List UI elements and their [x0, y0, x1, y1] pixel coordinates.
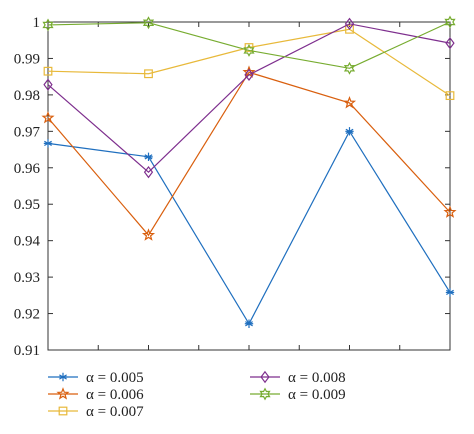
y-tick-label: 0.97 — [14, 124, 41, 140]
y-tick-label: 0.92 — [14, 307, 40, 323]
data-point — [144, 69, 153, 79]
y-tick-label: 0.98 — [14, 88, 40, 104]
legend-label: α = 0.007 — [86, 404, 144, 420]
y-tick-label: 1 — [33, 15, 41, 31]
y-tick-label: 0.94 — [14, 234, 41, 250]
series-group — [41, 15, 457, 328]
y-tick-label: 0.96 — [14, 161, 41, 177]
series-line — [47, 21, 451, 69]
legend-item: α = 0.009 — [250, 387, 346, 403]
data-point — [345, 127, 354, 136]
data-point — [143, 165, 154, 179]
legend-label: α = 0.006 — [86, 387, 144, 403]
data-point — [144, 152, 153, 162]
data-point — [244, 68, 254, 82]
legend-label: α = 0.009 — [288, 387, 346, 403]
data-point — [43, 66, 53, 76]
y-tick-label: 0.95 — [14, 197, 40, 213]
legend-marker — [58, 406, 68, 416]
data-point — [444, 15, 456, 29]
data-point — [445, 288, 455, 297]
legend-item: α = 0.006 — [48, 387, 144, 403]
y-tick-labels: 0.91 0.92 0.93 0.94 0.95 0.96 0.97 0.98 0.99 1 — [14, 15, 41, 359]
plot-area — [47, 21, 451, 351]
data-point — [344, 17, 355, 31]
data-point — [43, 139, 53, 148]
series-line — [47, 28, 451, 97]
data-point — [42, 18, 54, 32]
series-1 — [43, 127, 455, 328]
data-point — [345, 24, 354, 34]
data-point — [243, 43, 255, 57]
legend-marker — [260, 370, 270, 384]
legend-label: α = 0.008 — [288, 370, 346, 386]
data-point — [445, 36, 455, 50]
data-point — [141, 228, 156, 241]
series-line — [47, 71, 451, 237]
legend-marker — [58, 372, 68, 382]
legend-item: α = 0.007 — [48, 404, 144, 420]
series-2 — [41, 65, 457, 241]
data-point — [443, 205, 457, 218]
data-point — [41, 110, 55, 124]
data-point — [142, 16, 155, 30]
legend-marker — [259, 387, 271, 401]
data-point — [445, 91, 455, 101]
legend-item: α = 0.005 — [48, 370, 144, 386]
legend-label: α = 0.005 — [86, 370, 144, 386]
legend-item: α = 0.008 — [250, 370, 346, 386]
data-point — [43, 78, 53, 91]
data-point — [342, 96, 357, 109]
y-tick-label: 0.93 — [14, 270, 40, 286]
series-4 — [43, 17, 455, 179]
data-point — [343, 61, 356, 75]
series-5 — [42, 15, 456, 75]
y-tick-label: 0.91 — [14, 343, 40, 359]
series-line — [47, 23, 451, 173]
data-point — [244, 319, 254, 328]
y-tick-label: 0.99 — [14, 51, 40, 67]
legend-marker — [56, 387, 70, 400]
